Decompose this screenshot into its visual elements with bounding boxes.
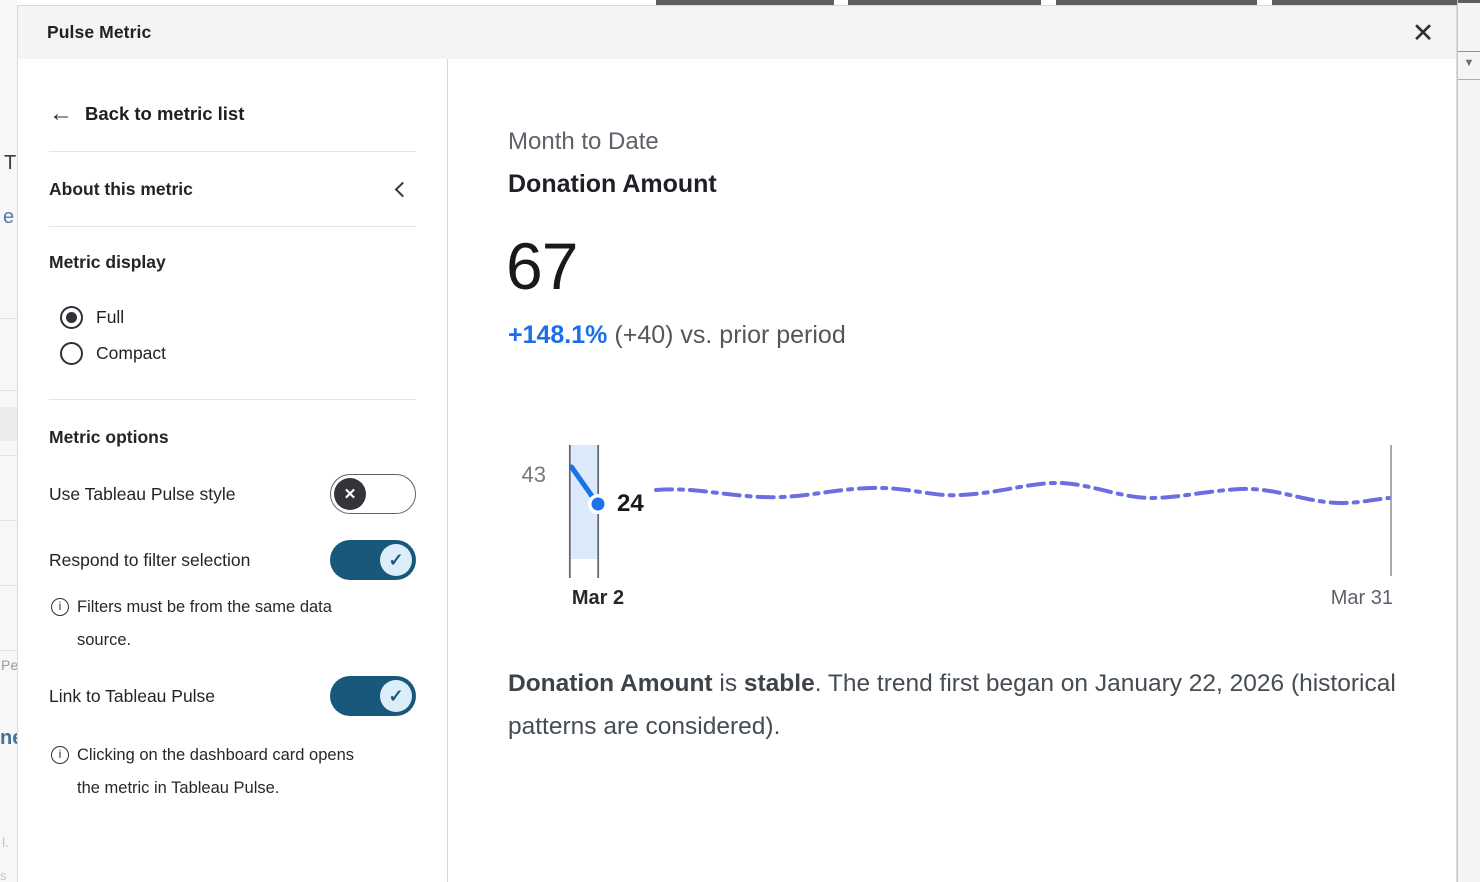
chart-x-end-label: Mar 31 [1330,587,1393,609]
info-icon: i [51,746,69,764]
metric-name: Donation Amount [508,170,717,198]
background-tab-fragment [1458,0,1480,3]
radio-label: Full [96,306,125,327]
radio-label: Compact [96,342,167,363]
actual-line [569,464,597,502]
background-text-fragment: Pe [1,657,17,673]
current-value: 67 [506,229,578,303]
toggle-label: Use Tableau Pulse style [49,483,236,504]
background-text-fragment: s [0,868,7,882]
insight-text: Donation Amount is stable. The trend fir… [508,662,1396,748]
radio-option-compact[interactable]: Compact [60,339,166,367]
toggle-check-icon: ✓ [380,544,412,576]
background-tab-fragment [848,0,1041,5]
background-text-fragment: ne [0,727,17,749]
back-to-metric-list-link[interactable]: ← Back to metric list [49,96,244,132]
settings-sidebar: ← Back to metric list About this metric … [18,59,448,882]
link-note: i Clicking on the dashboard card opens t… [51,739,391,805]
divider [49,226,416,227]
background-text-fragment: e [3,206,15,228]
metric-preview-panel: Month to Date Donation Amount 67 +148.1%… [448,59,1458,882]
info-icon: i [51,598,69,616]
chart-current-value: 24 [617,490,644,517]
dialog-title: Pulse Metric [47,22,152,42]
background-text-fragment: T [4,152,17,174]
scrollbar-track[interactable]: ▼ [1457,0,1480,882]
pulse-metric-dialog: Pulse Metric ✕ ← Back to metric list Abo… [17,5,1457,882]
divider [49,399,416,400]
chart-reference-value: 43 [521,462,546,487]
about-row-label: About this metric [49,178,193,199]
note-text: Clicking on the dashboard card opens the… [77,746,355,797]
toggle-check-icon: ✓ [380,680,412,712]
insight-rest: . The trend first began on January 22, 2… [508,670,1396,740]
background-text-fragment: l. [2,834,9,850]
respond-to-filter-selection-toggle[interactable]: ✓ [330,540,416,580]
delta-line: +148.1% (+40) vs. prior period [508,321,846,350]
background-tab-fragment [1272,0,1457,5]
respond-to-filter-selection-row: Respond to filter selection ✓ [49,540,416,580]
radio-option-full[interactable]: Full [60,303,124,331]
back-link-label: Back to metric list [85,103,245,124]
current-point-halo [588,494,608,514]
note-text: Filters must be from the same data sourc… [77,598,332,649]
divider [49,151,416,152]
divider [1458,51,1480,52]
close-icon[interactable]: ✕ [1411,17,1435,48]
filter-note: i Filters must be from the same data sou… [51,591,391,657]
current-point-marker [591,497,605,511]
use-tableau-pulse-style-row: Use Tableau Pulse style ✕ [49,474,416,514]
background-page-edge: T e Pe ne l. s [0,0,17,882]
radio-unselected-icon [60,341,83,365]
about-this-metric-row[interactable]: About this metric [49,167,416,211]
insight-metric-name: Donation Amount [508,670,713,697]
delta-percent: +148.1% [508,321,608,349]
insight-mid: is [712,670,744,697]
divider [1458,79,1480,80]
expected-trend-line [654,480,1391,506]
metric-options-heading: Metric options [49,427,169,447]
use-tableau-pulse-style-toggle[interactable]: ✕ [330,474,416,514]
background-tab-fragment [656,0,834,5]
chevron-left-icon [394,181,411,197]
current-period-band [569,445,598,559]
insight-status: stable [743,670,815,697]
background-tab-fragment [1056,0,1257,5]
period-label: Month to Date [508,128,659,155]
scroll-down-icon[interactable]: ▼ [1463,57,1475,69]
radio-selected-icon [60,305,83,329]
toggle-off-x-icon: ✕ [334,477,366,510]
chart-x-start-label: Mar 2 [571,587,625,609]
back-arrow-icon: ← [49,100,73,127]
dialog-header: Pulse Metric [18,6,1456,59]
link-to-tableau-pulse-row: Link to Tableau Pulse ✓ [49,676,416,716]
metric-display-heading: Metric display [49,252,166,272]
toggle-label: Link to Tableau Pulse [49,685,216,706]
delta-detail: (+40) vs. prior period [614,321,846,349]
link-to-tableau-pulse-toggle[interactable]: ✓ [330,676,416,716]
toggle-label: Respond to filter selection [49,549,251,570]
